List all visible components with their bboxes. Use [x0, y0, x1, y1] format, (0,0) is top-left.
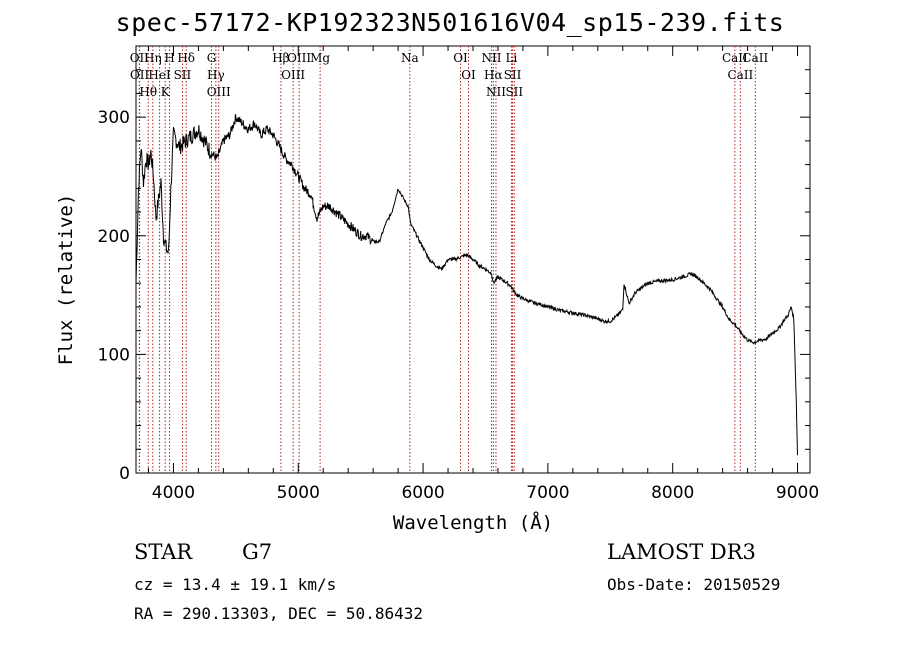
- spectrum-line: [135, 114, 798, 456]
- y-tick-label: 0: [119, 464, 130, 484]
- line-marker-label: K: [161, 85, 171, 99]
- x-tick-label: 5000: [277, 483, 320, 503]
- line-marker-label: Li: [506, 51, 518, 65]
- line-marker-label: NII: [486, 85, 506, 99]
- line-marker-label: OIII: [207, 85, 231, 99]
- x-tick-label: 8000: [651, 483, 694, 503]
- line-marker-label: Mg: [310, 51, 330, 65]
- redshift-text: cz = 13.4 ± 19.1 km/s: [134, 575, 337, 594]
- line-marker-label: H: [164, 51, 174, 65]
- x-axis-label: Wavelength (Å): [393, 511, 553, 534]
- x-tick-label: 7000: [526, 483, 569, 503]
- line-marker-label: Hθ: [139, 85, 157, 99]
- x-axis: 4000 5000 6000 7000 8000 9000: [147, 46, 819, 503]
- line-marker-label: Na: [401, 51, 419, 65]
- line-marker-label: OI: [453, 51, 468, 65]
- line-marker-label: SII: [505, 85, 523, 99]
- line-marker-label: Hδ: [177, 51, 195, 65]
- line-marker-label: CaII: [722, 51, 748, 65]
- y-tick-label: 100: [98, 345, 130, 365]
- observation-date: Obs-Date: 20150529: [607, 575, 781, 594]
- y-tick-label: 200: [98, 227, 130, 247]
- line-marker-label: Hγ: [207, 68, 225, 82]
- object-class: STAR: [134, 540, 193, 564]
- line-marker-label: Hβ: [272, 51, 289, 65]
- line-marker-label: Hα: [484, 68, 503, 82]
- line-marker-label: Hη: [144, 51, 162, 65]
- line-marker-label: HeI: [148, 68, 171, 82]
- line-marker-label: SII: [174, 68, 192, 82]
- y-tick-label: 300: [98, 108, 130, 128]
- line-marker-label: OII: [130, 68, 150, 82]
- line-marker-label: CaII: [727, 68, 753, 82]
- object-subclass: G7: [242, 540, 273, 564]
- x-tick-label: 4000: [152, 483, 195, 503]
- line-marker-label: OI: [461, 68, 476, 82]
- x-tick-label: 9000: [776, 483, 819, 503]
- x-tick-label: 6000: [401, 483, 444, 503]
- survey-name: LAMOST DR3: [607, 540, 756, 564]
- line-marker-label: G: [207, 51, 217, 65]
- y-axis-label: Flux (relative): [55, 194, 77, 366]
- line-marker-label: OII: [130, 51, 150, 65]
- chart-title: spec-57172-KP192323N501616V04_sp15-239.f…: [115, 8, 785, 37]
- coordinates-text: RA = 290.13303, DEC = 50.86432: [134, 604, 423, 623]
- line-marker-label: OIII: [281, 68, 305, 82]
- line-marker-label: NII: [481, 51, 501, 65]
- line-marker-label: OIII: [287, 51, 311, 65]
- y-axis: 0 100 200 300: [98, 69, 810, 484]
- line-marker-label: SII: [504, 68, 522, 82]
- line-marker-label: CaII: [742, 51, 768, 65]
